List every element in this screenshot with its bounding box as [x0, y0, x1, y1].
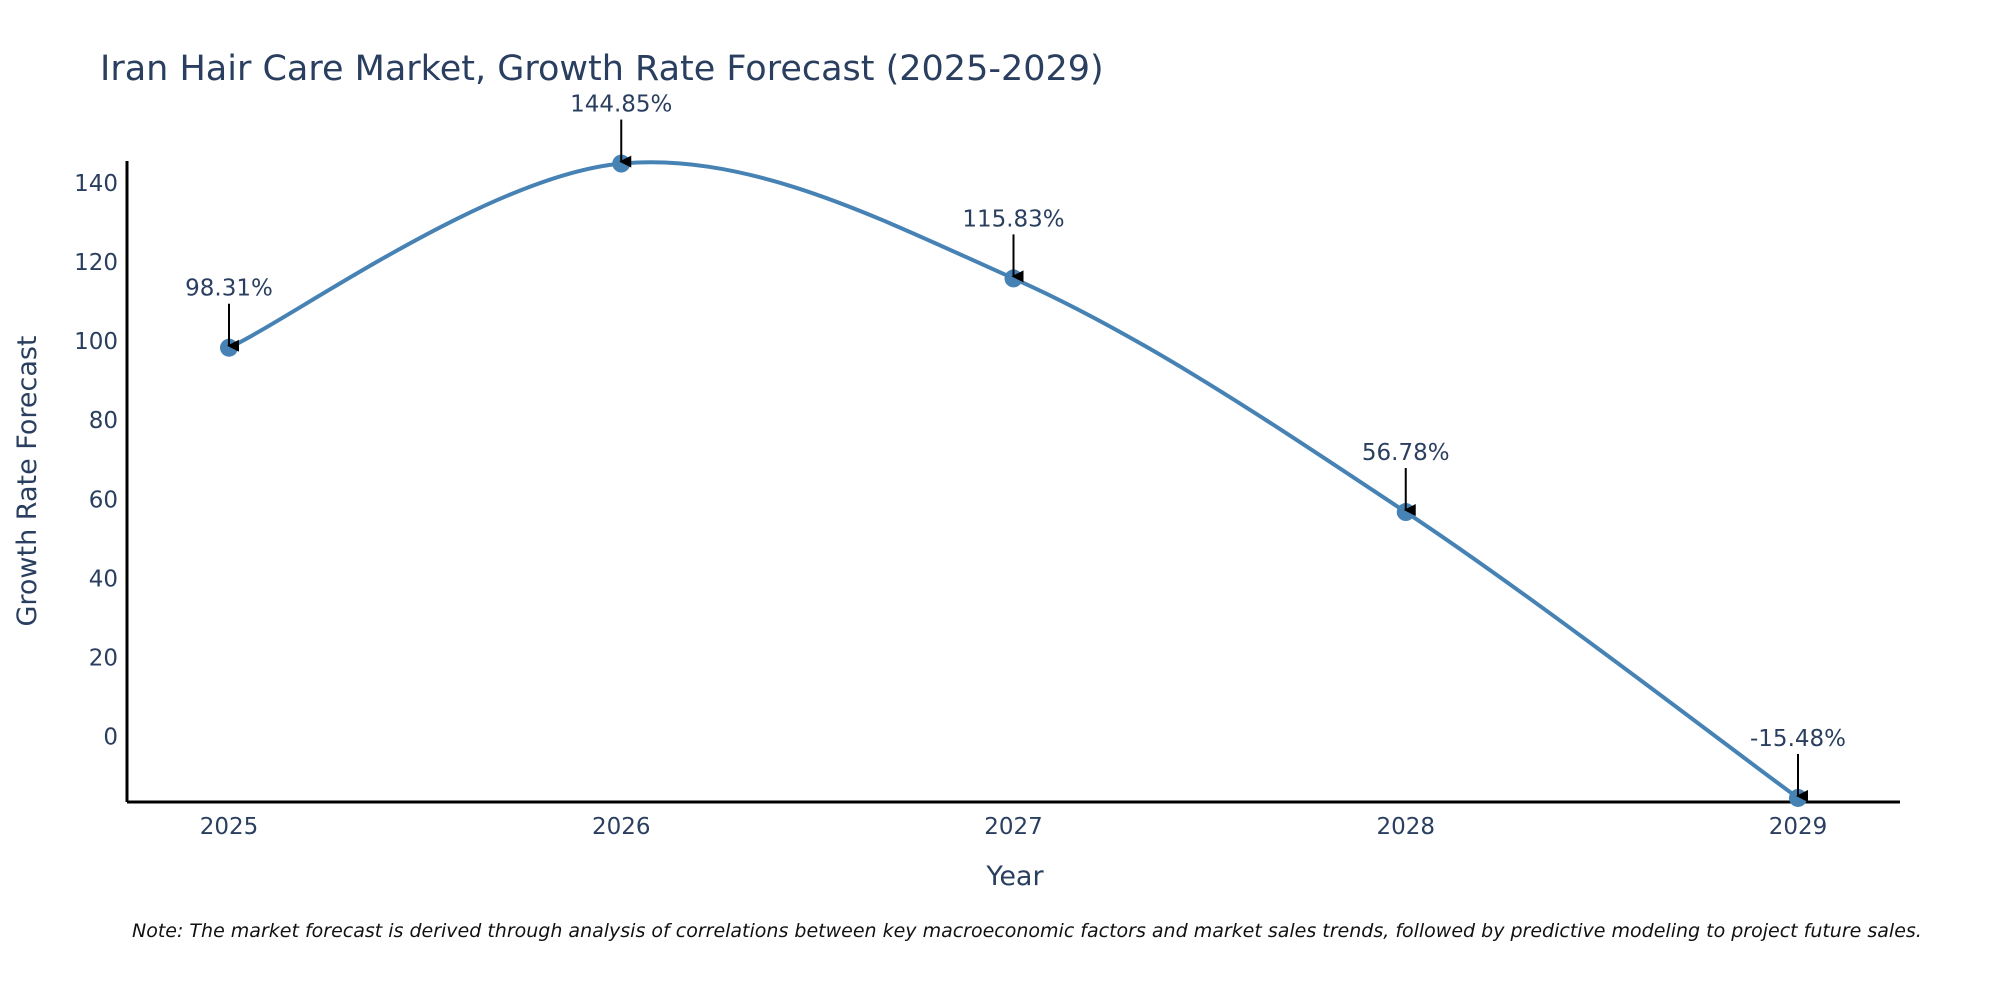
y-tick-label: 120 [74, 250, 118, 276]
data-annotations: 98.31% 144.85% 115.83% 56.78% -15.48% [185, 92, 1846, 802]
y-axis-title: Growth Rate Forecast [12, 335, 43, 626]
y-tick-label: 20 [89, 646, 118, 672]
x-tick-label: 2025 [200, 814, 259, 840]
x-tick-label: 2027 [984, 814, 1043, 840]
x-tick-label: 2028 [1376, 814, 1435, 840]
y-tick-label: 80 [89, 408, 118, 434]
data-label: 115.83% [962, 206, 1064, 232]
x-axis-ticks: 2025 2026 2027 2028 2029 [200, 814, 1828, 840]
y-tick-label: 100 [74, 329, 118, 355]
y-tick-label: 0 [103, 725, 118, 751]
chart-title: Iran Hair Care Market, Growth Rate Forec… [100, 49, 1104, 89]
y-tick-label: 60 [89, 487, 118, 513]
data-label: 144.85% [570, 92, 672, 118]
footnote: Note: The market forecast is derived thr… [132, 920, 1922, 942]
y-tick-label: 140 [74, 171, 118, 197]
x-tick-label: 2026 [592, 814, 651, 840]
data-label: 98.31% [185, 276, 273, 302]
data-label: -15.48% [1750, 726, 1846, 752]
y-tick-label: 40 [89, 566, 118, 592]
x-axis-title: Year [985, 861, 1044, 892]
data-label: 56.78% [1362, 440, 1450, 466]
y-axis-ticks: 0 20 40 60 80 100 120 140 [74, 171, 118, 751]
x-tick-label: 2029 [1769, 814, 1828, 840]
